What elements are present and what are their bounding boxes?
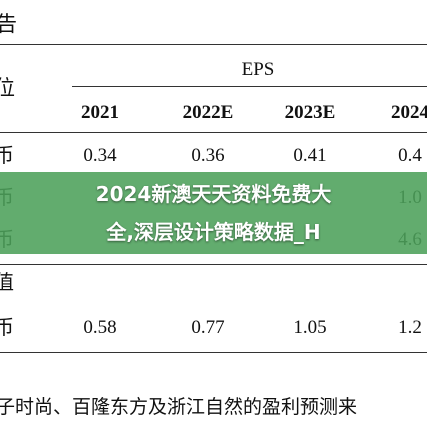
column-header: 2024 [391,102,427,123]
rule [0,352,427,353]
column-header: 2022E [182,102,234,123]
rule [0,44,427,45]
rule [0,132,427,133]
column-header: 2023E [284,102,336,123]
cell: 0.4 [398,145,422,166]
cell: 0.58 [83,317,117,338]
rule [0,264,427,265]
cell: 0.41 [293,145,327,166]
cell: 0.36 [191,145,225,166]
rule [72,86,427,87]
row-label: 币 [0,317,14,339]
cell: 1.2 [398,317,422,338]
row-label: 币 [0,145,14,167]
cell: 1.05 [293,317,327,338]
group-header: EPS [241,59,275,80]
footer-text: 子时尚、百隆东方及浙江自然的盈利预测来 [0,397,358,418]
page-title: 告 [0,12,17,36]
banner-line: 全,深层设计策略数据_H [106,220,321,244]
banner-line: 2024新澳天天资料免费大 [95,182,332,206]
label-header: 位 [0,76,15,100]
banner: 2024新澳天天资料免费大 全,深层设计策略数据_H [0,172,427,254]
row-label: 值 [0,272,14,294]
cell: 0.34 [83,145,117,166]
cell: 0.77 [191,317,225,338]
column-header: 2021 [81,102,119,123]
